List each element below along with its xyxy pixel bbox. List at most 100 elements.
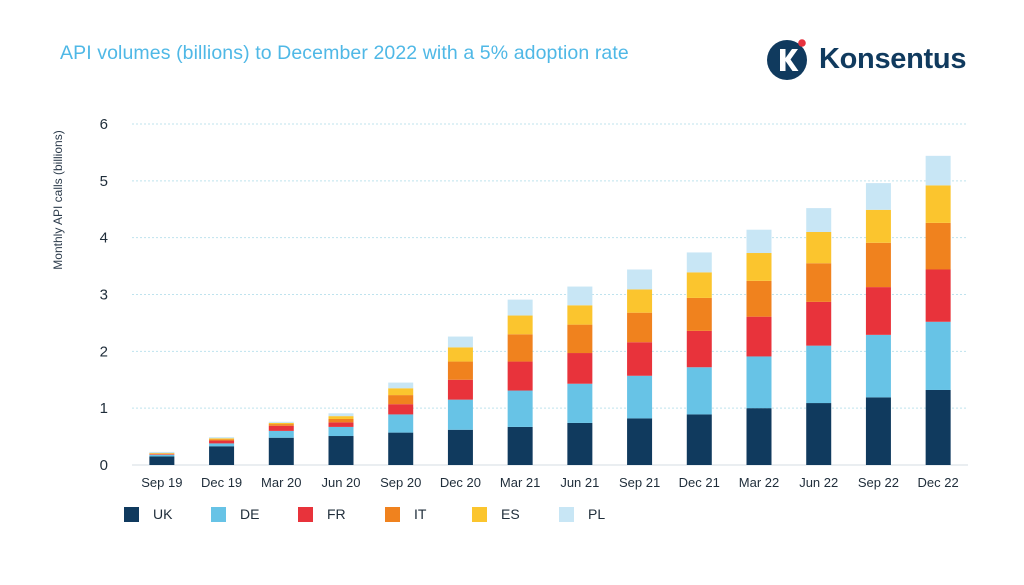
bar-segment-fr [627,342,653,376]
bar-segment-it [925,222,951,270]
bar-segment-it [507,334,533,362]
legend-label: DE [240,506,260,522]
bar-segment-pl [925,155,951,186]
bar-segment-fr [388,404,414,415]
bar-segment-es [209,438,235,440]
bar-segment-uk [149,456,175,465]
bar-segment-uk [865,397,891,465]
bar-segment-uk [328,436,354,465]
bar-segment-pl [567,286,593,306]
bar-segment-pl [865,183,891,210]
legend-swatch [211,506,226,522]
bar-segment-es [507,315,533,335]
x-tick-label: Mar 21 [500,475,540,490]
bar-segment-fr [209,440,235,444]
legend-swatch [559,506,574,522]
legend-label: UK [153,506,173,522]
y-tick-label: 0 [100,457,108,474]
bar-segment-pl [507,299,533,316]
bar-segment-es [627,289,653,313]
bar-segment-es [865,209,891,243]
y-tick-label: 6 [100,116,108,133]
bar-segment-es [925,185,951,223]
bar-segment-de [268,430,294,438]
legend: UK DE FR IT ES PL [124,506,646,522]
bar-segment-fr [746,316,772,357]
bar-segment-es [746,253,772,281]
bar-segment-pl [806,208,832,232]
y-tick-label: 5 [100,173,108,190]
bar-segment-uk [806,403,832,465]
bar-segment-fr [806,301,832,346]
bar-segment-es [686,272,712,298]
bar-segment-it [268,424,294,426]
legend-item-uk: UK [124,506,211,522]
x-tick-label: Mar 20 [261,475,301,490]
legend-label: IT [414,506,427,522]
bar-segment-pl [268,421,294,423]
legend-item-pl: PL [559,506,646,522]
bar-segment-pl [388,382,414,389]
bar-segment-it [627,312,653,343]
konsentus-logo: Konsentus [765,36,966,82]
bar-segment-pl [627,269,653,290]
bar-segment-fr [925,269,951,322]
bar-segment-it [686,297,712,331]
bar-segment-de [388,414,414,433]
bar-segment-it [567,324,593,354]
x-tick-label: Jun 22 [799,475,838,490]
bar-segment-es [447,347,473,362]
bar-segment-it [806,263,832,302]
bar-segment-it [209,439,235,441]
x-tick-label: Sep 19 [141,475,182,490]
logo-wordmark: Konsentus [819,42,967,75]
bar-segment-pl [447,336,473,348]
bar-segment-de [209,443,235,447]
bar-segment-fr [268,425,294,431]
legend-swatch [385,506,400,522]
bar-segment-it [865,242,891,288]
bar-segment-de [925,321,951,390]
y-tick-label: 4 [100,230,108,247]
bar-segment-pl [209,437,235,439]
bar-segment-uk [925,389,951,465]
tick-labels: 0 1 2 3 4 5 6 Sep 19 Dec 19 Mar 20 Jun 20 Sep 20 Dec… [100,116,959,490]
bar-segment-es [149,453,175,454]
bar-segment-de [627,375,653,419]
legend-label: FR [327,506,346,522]
bar-segment-uk [686,414,712,465]
bar-segment-fr [567,353,593,384]
bar-segment-uk [567,422,593,465]
y-tick-label: 1 [100,400,108,417]
bar-segment-uk [447,429,473,465]
y-tick-label: 2 [100,343,108,360]
bar-segment-pl [328,413,354,417]
bar-segment-de [328,426,354,437]
bar-segment-fr [686,330,712,368]
bar-segment-es [806,231,832,264]
legend-swatch [298,506,313,522]
legend-swatch [472,506,487,522]
gridlines [132,123,968,466]
x-tick-label: Sep 22 [858,475,899,490]
bar-segment-de [447,399,473,430]
bar-segment-uk [507,426,533,465]
x-tick-label: Sep 20 [380,475,421,490]
legend-label: ES [501,506,520,522]
bar-segment-es [388,388,414,396]
bar-segment-uk [388,432,414,465]
bar-segment-fr [507,361,533,391]
bar-segment-pl [686,252,712,273]
konsentus-logo-icon [767,39,807,80]
bar-segment-it [746,280,772,317]
bar-segment-fr [149,454,175,455]
bars [149,155,951,465]
bar-segment-pl [746,229,772,254]
x-tick-label: Dec 20 [440,475,481,490]
y-tick-label: 3 [100,287,108,304]
x-tick-label: Jun 20 [321,475,360,490]
bar-segment-it [447,361,473,380]
bar-segment-de [149,454,175,457]
bar-segment-it [388,395,414,405]
